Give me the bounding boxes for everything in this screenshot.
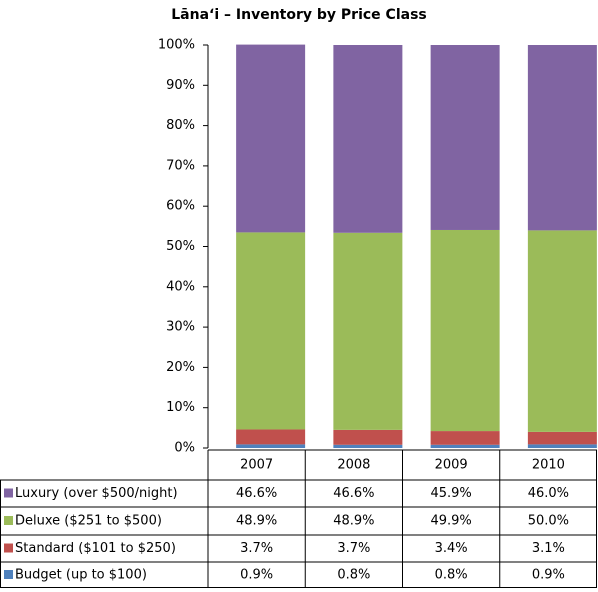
bar-segment xyxy=(430,431,500,445)
data-label: 0.9% xyxy=(532,568,565,583)
bar-segment xyxy=(527,45,597,231)
data-label: 3.7% xyxy=(337,541,370,556)
data-label: 0.8% xyxy=(337,568,370,583)
bar-segment xyxy=(333,45,403,233)
data-label: 50.0% xyxy=(528,514,569,529)
y-tick-label: 70% xyxy=(166,158,195,173)
legend-label: Standard ($101 to $250) xyxy=(15,541,176,556)
data-label: 49.9% xyxy=(430,514,471,529)
legend-label: Luxury (over $500/night) xyxy=(15,486,178,501)
x-tick-label: 2010 xyxy=(532,458,565,473)
data-label: 48.9% xyxy=(333,514,374,529)
bar-segment xyxy=(236,232,306,430)
y-tick-label: 0% xyxy=(174,441,195,456)
data-label: 46.6% xyxy=(236,486,277,501)
data-label: 48.9% xyxy=(236,514,277,529)
bar-segment xyxy=(430,229,500,432)
data-label: 3.1% xyxy=(532,541,565,556)
data-label: 0.8% xyxy=(435,568,468,583)
bar-segment xyxy=(333,429,403,445)
legend-swatch xyxy=(4,516,13,525)
bar-segment xyxy=(333,444,403,448)
bar-segment xyxy=(430,45,500,230)
y-tick-label: 20% xyxy=(166,360,195,375)
bar-segment xyxy=(527,431,597,445)
legend-swatch xyxy=(4,543,13,553)
x-tick-label: 2009 xyxy=(435,458,468,473)
bar-segment xyxy=(236,44,306,233)
data-label: 45.9% xyxy=(430,486,471,501)
y-tick-label: 100% xyxy=(158,38,195,53)
x-tick-label: 2008 xyxy=(337,458,370,473)
data-label: 46.6% xyxy=(333,486,374,501)
legend-label: Budget (up to $100) xyxy=(15,568,147,583)
legend-swatch xyxy=(4,488,13,498)
y-tick-label: 50% xyxy=(166,239,195,254)
bar-segment xyxy=(527,230,597,432)
bar-segment xyxy=(333,232,403,430)
data-label: 0.9% xyxy=(240,568,273,583)
bar-segment xyxy=(527,444,597,448)
y-tick-label: 80% xyxy=(166,118,195,133)
y-tick-label: 90% xyxy=(166,78,195,93)
legend-label: Deluxe ($251 to $500) xyxy=(15,514,162,529)
y-tick-label: 10% xyxy=(166,400,195,415)
chart-title: Lānaʻi – Inventory by Price Class xyxy=(171,7,426,23)
y-tick-label: 40% xyxy=(166,279,195,294)
bar-segment xyxy=(236,444,306,448)
legend-swatch xyxy=(4,570,13,579)
data-label: 3.4% xyxy=(435,541,468,556)
data-label: 3.7% xyxy=(240,541,273,556)
bar-segment xyxy=(430,444,500,448)
data-label: 46.0% xyxy=(528,486,569,501)
bar-segment xyxy=(236,429,306,445)
x-tick-label: 2007 xyxy=(240,458,273,473)
y-tick-label: 30% xyxy=(166,320,195,335)
y-tick-label: 60% xyxy=(166,199,195,214)
